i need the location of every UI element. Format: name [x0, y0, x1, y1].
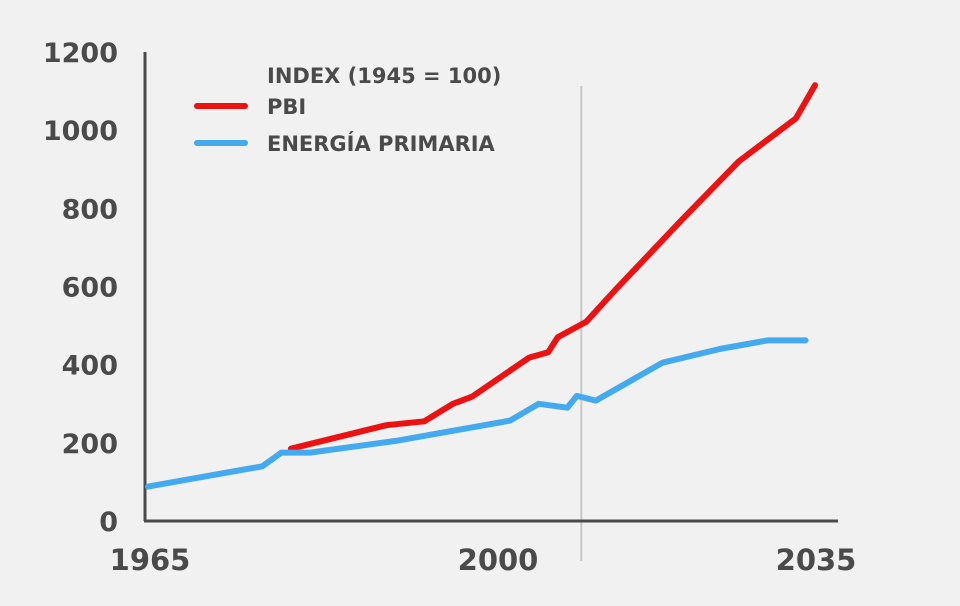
x-tick-label: 2035	[776, 543, 857, 577]
y-tick-label: 400	[62, 351, 118, 382]
y-tick-label: 800	[62, 194, 118, 225]
legend-label-pbi: PBI	[267, 95, 306, 119]
series-layer	[145, 82, 818, 490]
y-tick-label: 200	[62, 429, 118, 460]
y-tick-label: 600	[62, 273, 118, 304]
y-tick-label: 0	[99, 507, 118, 538]
y-tick-label: 1000	[43, 116, 118, 147]
series-line-energia-primaria	[145, 337, 809, 490]
y-axis-ticks: 0 200 400 600 800 1000 1200	[43, 38, 118, 538]
legend-title: INDEX (1945 = 100)	[267, 64, 501, 88]
series-line-pbi	[287, 82, 818, 452]
legend-label-energia-primaria: ENERGÍA PRIMARIA	[267, 131, 496, 156]
legend-items: PBI ENERGÍA PRIMARIA	[194, 95, 496, 156]
x-axis-ticks: 1965 2000 2035	[110, 543, 857, 577]
legend: INDEX (1945 = 100) PBI ENERGÍA PRIMARIA	[194, 64, 501, 156]
x-tick-label: 1965	[110, 543, 191, 577]
y-tick-label: 1200	[43, 38, 118, 69]
x-tick-label: 2000	[458, 543, 539, 577]
